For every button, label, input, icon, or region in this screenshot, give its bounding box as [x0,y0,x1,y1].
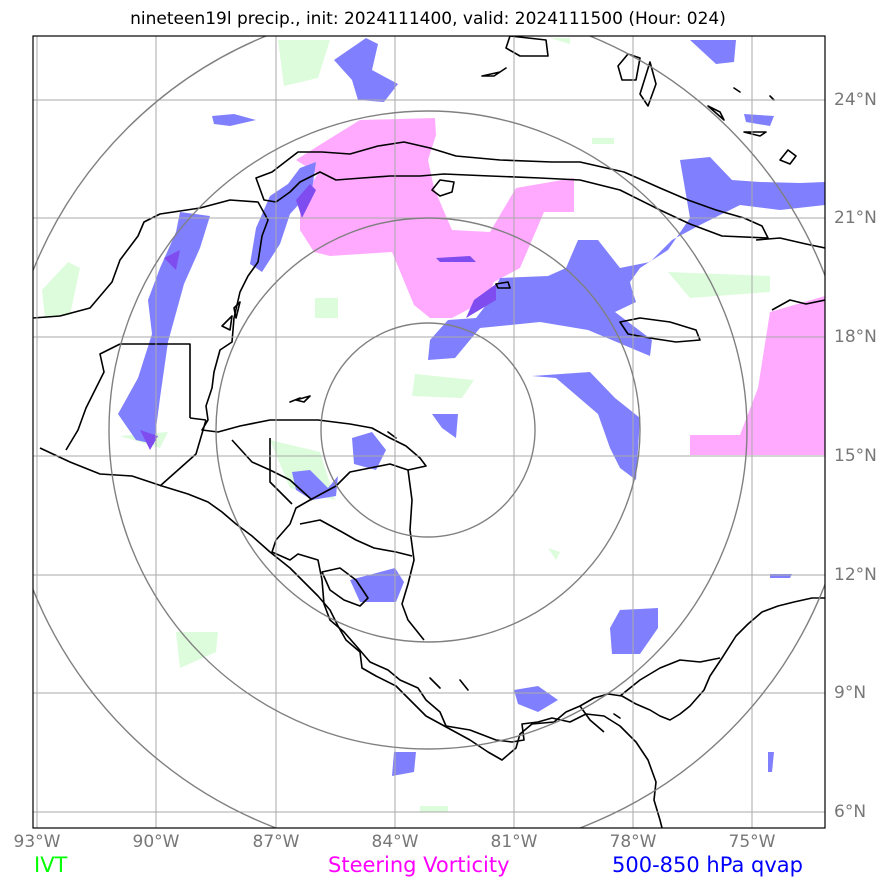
lat-tick-label: 12°N [834,565,877,585]
legend-qvap: 500-850 hPa qvap [612,853,803,877]
pacific-coast [39,447,825,761]
jamaica-coast [619,317,701,343]
lat-tick-label: 18°N [834,327,877,347]
lake-nicaragua [321,567,369,607]
qvap-field [118,38,825,776]
legend-ivt: IVT [34,853,68,877]
overlap-field [140,184,496,450]
range-ring-3 [108,110,748,750]
range-ring-1 [320,322,536,538]
map-title: nineteen19l precip., init: 2024111400, v… [130,9,726,29]
cuba-coast [255,141,769,239]
lat-lon-grid [33,36,825,828]
lon-tick-label: 81°W [490,832,538,852]
lon-tick-label: 78°W [609,832,657,852]
lon-tick-label: 75°W [728,832,776,852]
lat-tick-label: 24°N [834,90,877,110]
lat-tick-label: 21°N [834,208,877,228]
lon-tick-label: 87°W [252,832,300,852]
lon-tick-label: 90°W [132,832,180,852]
lon-tick-label: 84°W [371,832,419,852]
lat-tick-label: 15°N [834,446,877,466]
range-rings [33,36,825,828]
lon-tick-label: 93°W [13,832,61,852]
legend-steering-vorticity: Steering Vorticity [328,853,510,877]
range-ring-2 [215,217,641,643]
lat-tick-label: 6°N [834,802,867,822]
lat-tick-label: 9°N [834,683,867,703]
plot-frame [32,35,826,829]
hispaniola-coast [755,237,825,311]
